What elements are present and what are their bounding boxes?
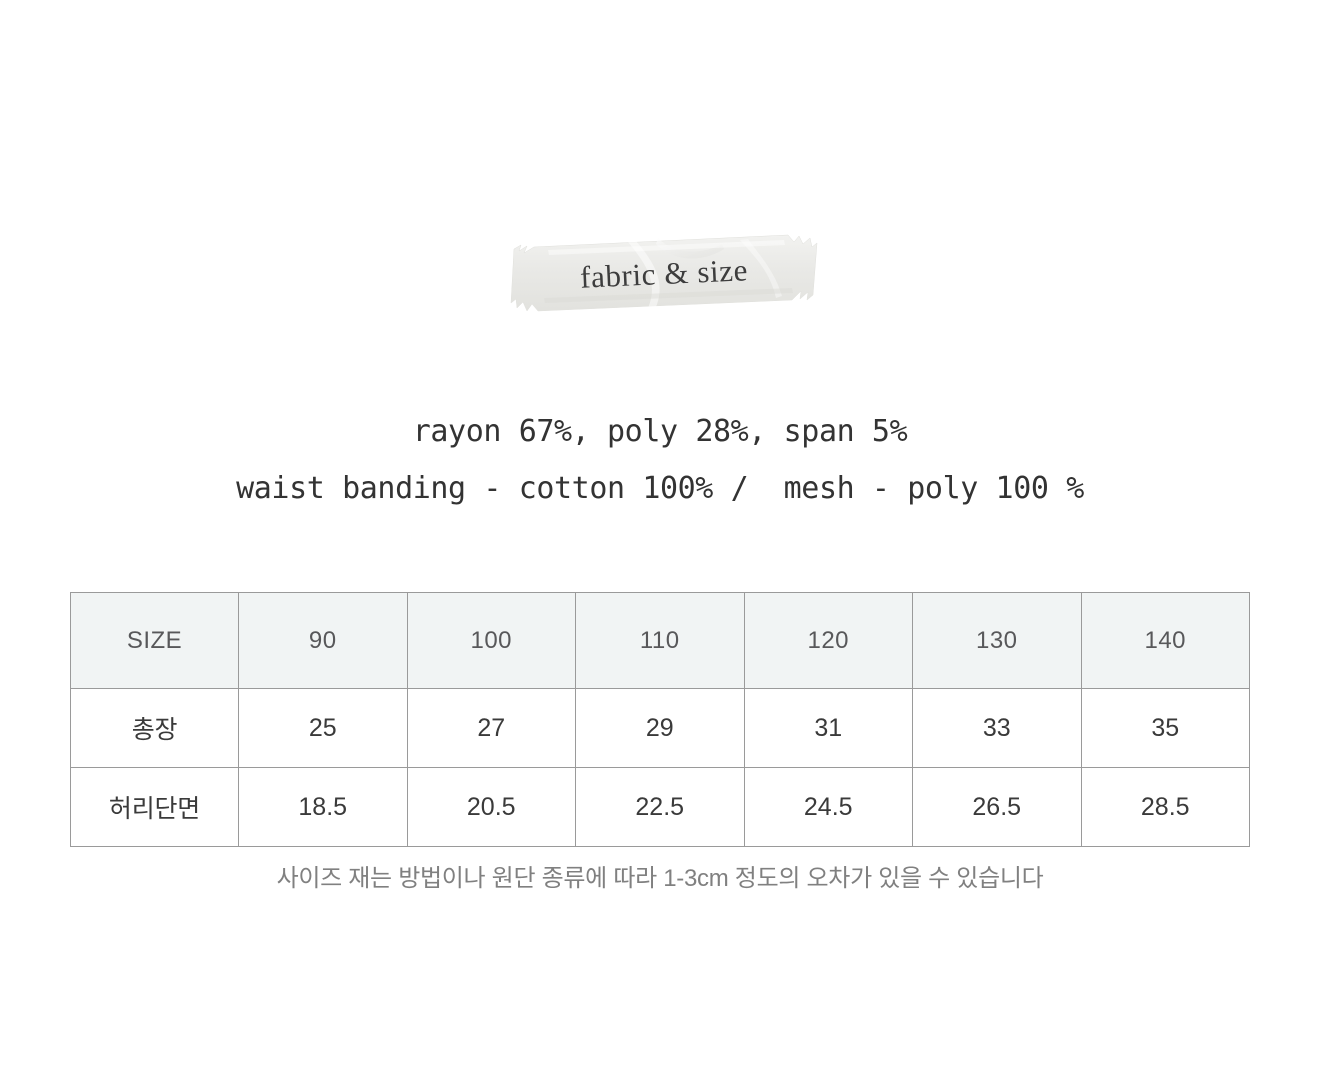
column-header-110: 110 — [575, 592, 745, 689]
column-header-120: 120 — [743, 592, 913, 689]
cell-total-length-100: 27 — [406, 688, 576, 768]
row-label-total-length: 총장 — [70, 688, 239, 768]
column-header-size: SIZE — [70, 592, 239, 689]
cell-total-length-90: 25 — [238, 688, 408, 768]
size-chart-body: 총장 25 27 29 31 33 35 허리단면 18.5 20.5 22.5… — [70, 688, 1250, 847]
cell-total-length-130: 33 — [912, 688, 1082, 768]
cell-total-length-140: 35 — [1080, 688, 1250, 768]
column-header-100: 100 — [406, 592, 576, 689]
table-row: 허리단면 18.5 20.5 22.5 24.5 26.5 28.5 — [70, 767, 1250, 847]
table-header-row: SIZE 90 100 110 120 130 140 — [70, 592, 1250, 689]
fabric-composition: rayon 67%, poly 28%, span 5% waist bandi… — [0, 404, 1320, 518]
washi-tape-graphic: fabric & size — [508, 232, 820, 316]
cell-waist-width-100: 20.5 — [406, 767, 576, 847]
column-header-90: 90 — [238, 592, 408, 689]
column-header-130: 130 — [912, 592, 1082, 689]
cell-waist-width-120: 24.5 — [743, 767, 913, 847]
fabric-composition-line-2: waist banding - cotton 100% / mesh - pol… — [236, 471, 1084, 506]
cell-total-length-120: 31 — [743, 688, 913, 768]
washi-tape-icon — [510, 234, 818, 312]
fabric-composition-line-1: rayon 67%, poly 28%, span 5% — [412, 414, 908, 449]
cell-waist-width-130: 26.5 — [912, 767, 1082, 847]
size-chart-table: SIZE 90 100 110 120 130 140 총장 25 27 29 … — [70, 592, 1250, 847]
cell-total-length-110: 29 — [575, 688, 745, 768]
cell-waist-width-140: 28.5 — [1080, 767, 1250, 847]
fabric-size-heading: fabric & size — [0, 232, 1320, 328]
size-chart-header: SIZE 90 100 110 120 130 140 — [70, 592, 1250, 689]
table-row: 총장 25 27 29 31 33 35 — [70, 688, 1250, 768]
column-header-140: 140 — [1080, 592, 1250, 689]
size-tolerance-note: 사이즈 재는 방법이나 원단 종류에 따라 1-3cm 정도의 오차가 있을 수… — [276, 865, 1044, 892]
cell-waist-width-90: 18.5 — [238, 767, 408, 847]
cell-waist-width-110: 22.5 — [575, 767, 745, 847]
fabric-size-title: fabric & size — [579, 252, 749, 295]
row-label-waist-width: 허리단면 — [70, 767, 239, 847]
